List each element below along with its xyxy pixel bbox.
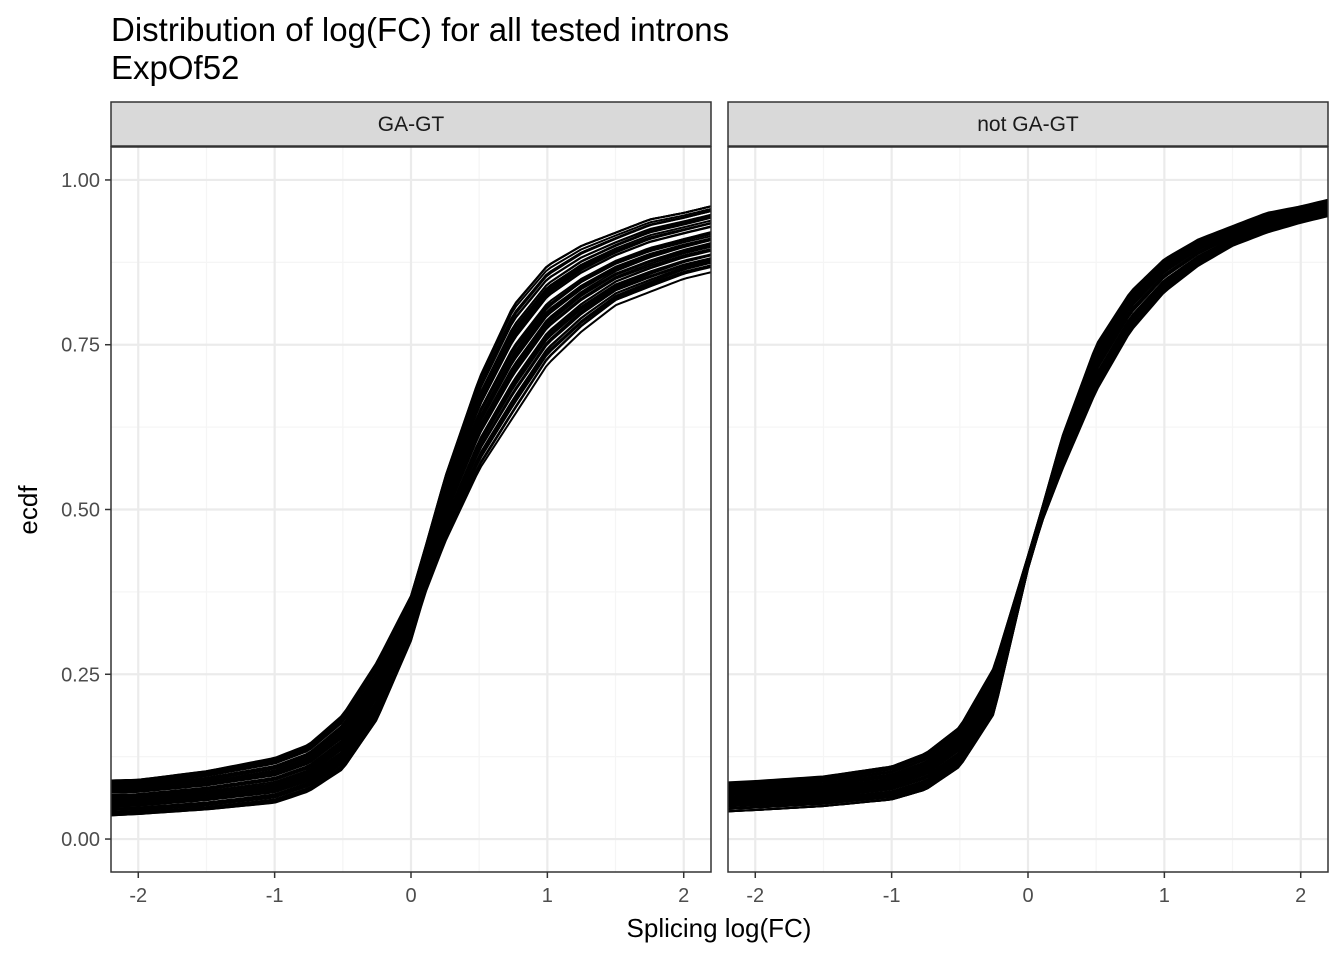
facet-strip (727, 101, 1329, 147)
y-tick-label: 0.00 (61, 829, 100, 851)
facet-panel-1: GA-GT -2 -1 0 1 2 0.00 0.25 0.50 0.75 1.00 (61, 101, 712, 907)
chart-title: Distribution of log(FC) for all tested i… (111, 11, 729, 48)
x-tick-label: 0 (1022, 885, 1033, 907)
ecdf-line (110, 225, 712, 792)
x-tick-label: -2 (746, 885, 764, 907)
x-tick-label: 0 (405, 885, 416, 907)
x-tick-label: 2 (1295, 885, 1306, 907)
y-tick-label: 1.00 (61, 170, 100, 192)
ecdf-line (110, 249, 712, 805)
facet-strip-label: GA-GT (378, 113, 445, 136)
x-tick-label: -2 (129, 885, 147, 907)
series-group-1 (110, 205, 712, 817)
y-tick-label: 0.75 (61, 335, 100, 357)
y-axis-title: ecdf (13, 485, 43, 535)
facet-strip (110, 101, 712, 147)
ecdf-line (727, 198, 1329, 785)
x-axis-title: Splicing log(FC) (627, 913, 812, 943)
ecdf-line (110, 216, 712, 788)
ecdf-line (110, 205, 712, 784)
x-tick-label: -1 (883, 885, 901, 907)
x-tick-label: 1 (542, 885, 553, 907)
facet-strip-label: not GA-GT (977, 113, 1079, 136)
series-group-2 (727, 198, 1329, 813)
y-tick-label: 0.50 (61, 500, 100, 522)
x-tick-label: 1 (1159, 885, 1170, 907)
x-tick-label: -1 (266, 885, 284, 907)
y-tick-label: 0.25 (61, 664, 100, 686)
facet-panel-2: not GA-GT -2 -1 0 1 2 (727, 101, 1329, 907)
ecdf-line (110, 265, 712, 817)
panels-layer: GA-GT -2 -1 0 1 2 0.00 0.25 0.50 0.75 1.00 not GA-G… (61, 101, 1329, 907)
chart-subtitle: ExpOf52 (111, 49, 239, 86)
x-tick-label: 2 (678, 885, 689, 907)
